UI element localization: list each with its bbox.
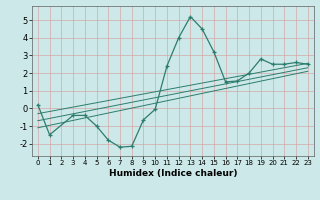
- X-axis label: Humidex (Indice chaleur): Humidex (Indice chaleur): [108, 169, 237, 178]
